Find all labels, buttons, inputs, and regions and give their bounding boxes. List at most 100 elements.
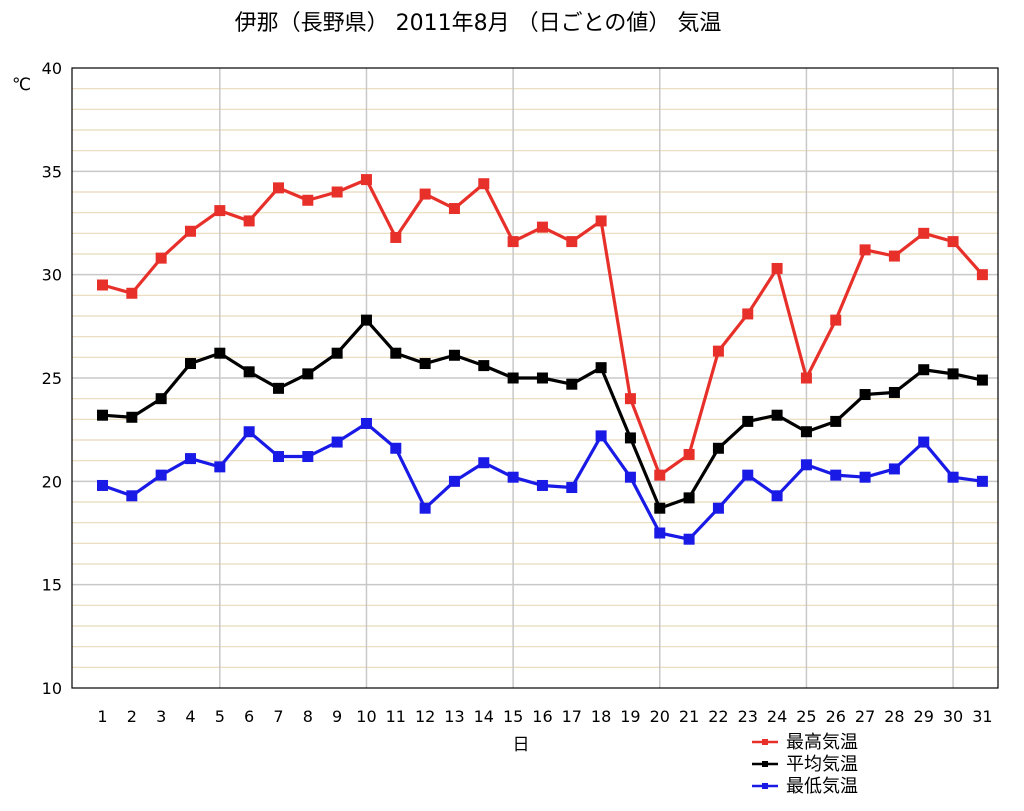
data-point (331, 347, 343, 359)
data-point (126, 411, 138, 423)
x-tick-label: 2 (127, 707, 137, 726)
data-point (214, 461, 226, 473)
data-point (566, 236, 578, 248)
data-point (624, 432, 636, 444)
data-point (859, 389, 871, 401)
data-point (155, 252, 167, 264)
x-tick-label: 25 (796, 707, 816, 726)
x-tick-label: 26 (826, 707, 846, 726)
data-point (888, 386, 900, 398)
data-point (888, 463, 900, 475)
data-point (184, 225, 196, 237)
x-tick-label: 8 (303, 707, 313, 726)
data-point (976, 374, 988, 386)
x-tick-label: 22 (708, 707, 728, 726)
data-point (742, 469, 754, 481)
data-point (419, 502, 431, 514)
data-point (243, 215, 255, 227)
x-tick-label: 6 (244, 707, 254, 726)
data-point (507, 236, 519, 248)
data-point (448, 349, 460, 361)
data-point (859, 471, 871, 483)
data-point (976, 475, 988, 487)
data-point (126, 287, 138, 299)
x-tick-label: 16 (532, 707, 552, 726)
data-point (155, 393, 167, 405)
x-tick-label: 7 (273, 707, 283, 726)
y-axis-unit: ℃ (12, 75, 31, 95)
data-point (595, 430, 607, 442)
data-point (243, 366, 255, 378)
data-point (947, 471, 959, 483)
data-point (566, 482, 578, 494)
y-tick-label: 10 (42, 679, 62, 698)
data-point (742, 415, 754, 427)
x-axis-label: 日 (513, 735, 530, 755)
data-point (947, 368, 959, 380)
x-tick-label: 9 (332, 707, 342, 726)
data-point (507, 372, 519, 384)
data-point (360, 314, 372, 326)
x-tick-label: 11 (386, 707, 406, 726)
y-tick-label: 15 (42, 576, 62, 595)
data-point (360, 417, 372, 429)
x-tick-label: 20 (650, 707, 670, 726)
data-point (184, 358, 196, 370)
data-point (331, 186, 343, 198)
chart-title: 伊那（長野県） 2011年8月 （日ごとの値） 気温 (235, 11, 722, 36)
legend-swatch-marker (762, 739, 768, 745)
data-point (830, 415, 842, 427)
data-point (184, 453, 196, 465)
x-tick-label: 1 (97, 707, 107, 726)
data-point (448, 475, 460, 487)
data-point (419, 188, 431, 200)
x-tick-label: 19 (620, 707, 640, 726)
series-3 (97, 417, 988, 545)
data-point (302, 451, 314, 463)
data-point (214, 205, 226, 217)
x-tick-label: 3 (156, 707, 166, 726)
legend-item: 最高気温 (752, 732, 858, 753)
data-point (918, 364, 930, 376)
x-tick-label: 29 (914, 707, 934, 726)
legend-label: 最高気温 (786, 732, 858, 753)
data-point (478, 457, 490, 469)
data-point (771, 490, 783, 502)
data-point (830, 314, 842, 326)
data-point (595, 215, 607, 227)
legend-swatch-marker (762, 761, 768, 767)
data-point (272, 451, 284, 463)
x-tick-label: 15 (503, 707, 523, 726)
data-point (478, 178, 490, 190)
data-point (478, 360, 490, 372)
data-point (536, 479, 548, 491)
data-point (448, 203, 460, 215)
data-point (97, 409, 108, 421)
data-point (830, 469, 842, 481)
data-point (536, 372, 548, 384)
data-point (800, 459, 812, 471)
y-tick-label: 25 (42, 369, 62, 388)
y-axis-ticks: 10 15 20 25 30 35 40 (42, 59, 62, 698)
plot-frame (71, 67, 999, 689)
x-tick-label: 21 (679, 707, 699, 726)
data-point (272, 382, 284, 394)
data-point (712, 345, 724, 357)
data-point (595, 362, 607, 374)
data-point (507, 471, 519, 483)
x-tick-label: 14 (474, 707, 494, 726)
x-tick-label: 23 (738, 707, 758, 726)
x-tick-label: 4 (185, 707, 195, 726)
data-point (771, 262, 783, 274)
data-point (859, 244, 871, 256)
x-tick-label: 5 (215, 707, 225, 726)
data-point (624, 393, 636, 405)
data-point (390, 231, 402, 243)
legend-swatch-marker (762, 783, 768, 789)
data-point (742, 308, 754, 320)
data-point (419, 358, 431, 370)
x-tick-label: 10 (356, 707, 376, 726)
data-point (624, 471, 636, 483)
x-tick-label: 31 (972, 707, 992, 726)
